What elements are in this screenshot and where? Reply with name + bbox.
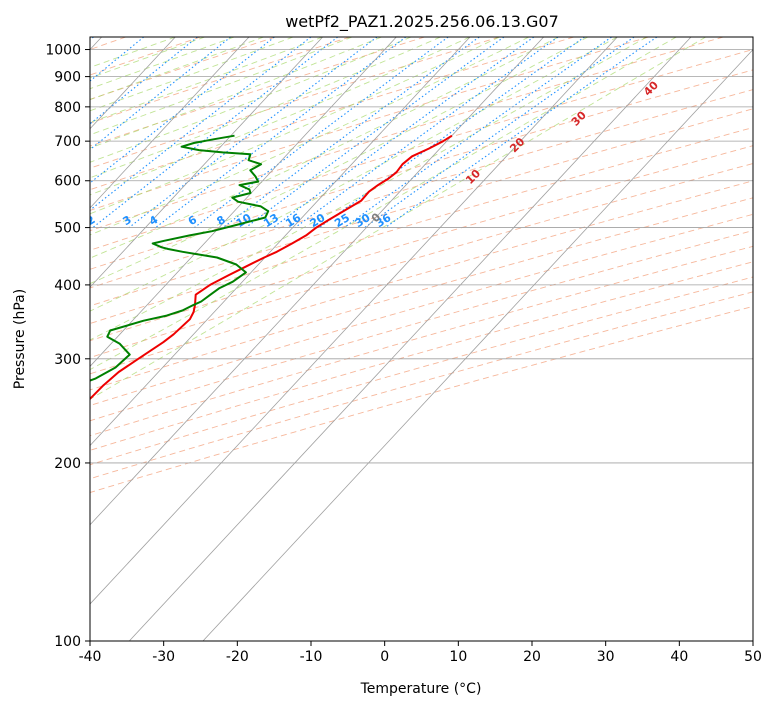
moist-adiabat-line bbox=[90, 37, 500, 215]
temperature-profile bbox=[90, 134, 453, 401]
isotherm-line bbox=[90, 37, 323, 288]
mixing-ratio-line bbox=[128, 37, 378, 229]
dry-adiabat-line bbox=[90, 89, 753, 289]
isotherm-line bbox=[90, 37, 250, 209]
dry-adiabat-line bbox=[90, 49, 753, 251]
moist-adiabat-line bbox=[90, 37, 706, 400]
moist-adiabats bbox=[90, 37, 706, 400]
isotherm-line bbox=[90, 37, 397, 367]
x-tick-label: 50 bbox=[744, 649, 762, 665]
mixing-ratio-line bbox=[90, 37, 198, 125]
mixing-ratio-line bbox=[90, 37, 231, 151]
mixing-ratio-label: 0.6 bbox=[0, 210, 4, 232]
mixing-ratio-line bbox=[364, 37, 635, 229]
x-tick-label: 0 bbox=[380, 649, 389, 665]
y-tick-label: 1000 bbox=[45, 43, 81, 59]
x-tick-label: 10 bbox=[449, 649, 467, 665]
x-tick-label: -30 bbox=[152, 649, 175, 665]
moist-adiabat-line bbox=[90, 37, 382, 149]
moist-adiabat-line bbox=[90, 37, 677, 371]
x-tick-label: 20 bbox=[523, 649, 541, 665]
isobars bbox=[90, 49, 753, 641]
dry-adiabat-line bbox=[90, 37, 351, 124]
dry-adiabat-line bbox=[90, 305, 753, 494]
moist-adiabat-line bbox=[90, 37, 235, 90]
dry-adiabat-line bbox=[90, 37, 276, 100]
y-tick-label: 600 bbox=[54, 174, 81, 190]
mixing-ratio-lines bbox=[90, 37, 658, 229]
dry-adiabat-line bbox=[90, 145, 753, 342]
mixing-ratio-line bbox=[90, 37, 94, 41]
dry-adiabat-line bbox=[90, 37, 500, 169]
y-tick-label: 300 bbox=[54, 352, 81, 368]
dry-adiabat-line bbox=[90, 37, 575, 191]
y-tick-label: 200 bbox=[54, 456, 81, 472]
y-tick-label: 500 bbox=[54, 221, 81, 237]
isotherm-line bbox=[128, 37, 692, 641]
dry-adiabat-line bbox=[90, 37, 724, 232]
y-axis-ticks: 100 200 300 400 500 600 700 800 900 1000 bbox=[45, 43, 90, 650]
x-tick-label: 40 bbox=[670, 649, 688, 665]
moist-adiabat-line bbox=[90, 37, 559, 259]
dry-adiabat-line bbox=[90, 230, 753, 422]
mixing-ratio-label: 1 bbox=[26, 213, 39, 228]
mixing-ratio-line bbox=[343, 37, 612, 229]
moist-adiabat-line bbox=[90, 37, 530, 236]
x-tick-label: -20 bbox=[226, 649, 249, 665]
profiles bbox=[90, 134, 453, 401]
mixing-ratio-line bbox=[90, 37, 145, 82]
moist-adiabat-line bbox=[90, 37, 412, 163]
mixing-ratio-line bbox=[155, 37, 407, 229]
x-axis-label: Temperature (°C) bbox=[360, 681, 482, 697]
dry-adiabat-line bbox=[90, 291, 753, 480]
mixing-ratio-label: 2 bbox=[84, 213, 97, 228]
isotherm-line bbox=[90, 37, 618, 605]
mixing-ratio-line bbox=[294, 37, 559, 229]
y-tick-label: 800 bbox=[54, 100, 81, 116]
y-tick-label: 100 bbox=[54, 634, 81, 650]
dry-adiabat-line bbox=[90, 261, 753, 451]
mixing-ratio-line bbox=[272, 37, 535, 229]
y-tick-label: 900 bbox=[54, 70, 81, 86]
dry-adiabat-line bbox=[90, 213, 753, 406]
x-axis-ticks: -40 -30 -20 -10 0 10 20 30 40 50 bbox=[79, 641, 762, 665]
dry-adiabat-line bbox=[90, 108, 753, 307]
y-axis-label: Pressure (hPa) bbox=[12, 289, 28, 389]
dewpoint-profile bbox=[90, 134, 270, 382]
x-tick-label: -40 bbox=[79, 649, 102, 665]
moist-adiabat-line bbox=[90, 37, 264, 101]
moist-adiabat-line bbox=[90, 37, 648, 341]
y-tick-label: 700 bbox=[54, 134, 81, 150]
chart-title: wetPf2_PAZ1.2025.256.06.13.G07 bbox=[285, 12, 559, 32]
moist-adiabat-line bbox=[90, 37, 589, 285]
y-tick-label: 400 bbox=[54, 278, 81, 294]
plot-frame bbox=[89, 36, 754, 642]
isotherm-line bbox=[202, 48, 753, 641]
moist-adiabat-line bbox=[90, 37, 471, 196]
x-tick-label: 30 bbox=[597, 649, 615, 665]
mixing-ratio-line bbox=[92, 37, 339, 229]
x-tick-label: -10 bbox=[300, 649, 323, 665]
isotherm-line bbox=[90, 37, 471, 447]
moist-adiabat-line bbox=[90, 37, 294, 112]
dry-adiabat-line bbox=[90, 127, 753, 325]
plot-area: 0.10.20.40.611.52346810131620253036-100-… bbox=[0, 37, 753, 641]
